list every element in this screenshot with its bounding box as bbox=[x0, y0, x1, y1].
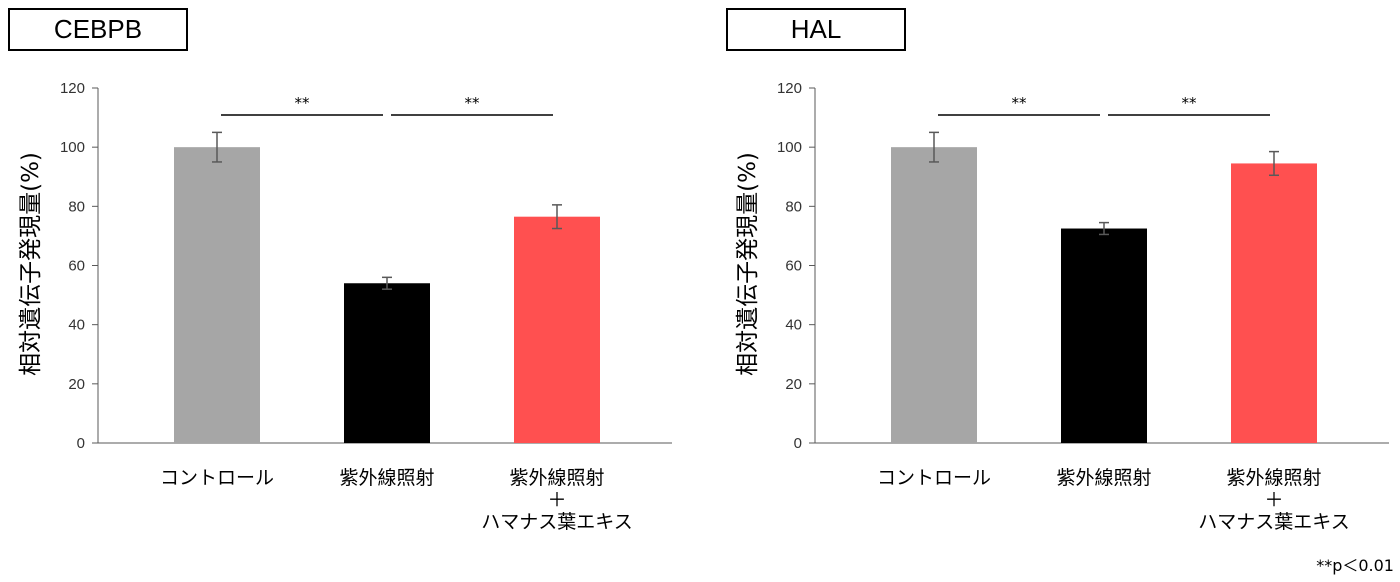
y-tick-label: 120 bbox=[60, 80, 85, 97]
y-tick-label: 120 bbox=[777, 80, 802, 97]
chart-title: HAL bbox=[726, 8, 906, 51]
significance-footnote: **p＜0.01 bbox=[1316, 556, 1394, 575]
y-tick-label: 60 bbox=[68, 258, 85, 275]
x-category-label: コントロール bbox=[877, 467, 991, 489]
bar bbox=[344, 283, 430, 443]
y-tick-label: 20 bbox=[68, 376, 85, 393]
x-category-label: ＋ bbox=[547, 489, 566, 511]
significance-label: ** bbox=[1182, 94, 1198, 112]
chart-panel-hal: HAL 相対遺伝子発現量(%) 0 20 40 60 80 100 120 コントロール 紫外線… bbox=[717, 0, 1400, 582]
bar bbox=[174, 147, 260, 443]
significance-label: ** bbox=[295, 94, 311, 112]
y-tick-label: 100 bbox=[777, 139, 802, 156]
y-tick-label: 100 bbox=[60, 139, 85, 156]
bar bbox=[514, 216, 600, 443]
y-tick-label: 40 bbox=[68, 317, 85, 334]
y-tick-label: 20 bbox=[785, 376, 802, 393]
significance-label: ** bbox=[465, 94, 481, 112]
y-tick-label: 40 bbox=[785, 317, 802, 334]
x-category-label: ＋ bbox=[1264, 489, 1283, 511]
bar bbox=[1231, 163, 1317, 443]
y-tick-label: 80 bbox=[68, 198, 85, 215]
chart-title: CEBPB bbox=[8, 8, 188, 51]
y-tick-label: 80 bbox=[785, 198, 802, 215]
y-tick-label: 0 bbox=[77, 435, 85, 452]
chart-panel-cebpb: CEBPB 相対遺伝子発現量(%) 0 20 40 60 80 100 120 コントロール紫… bbox=[8, 8, 672, 533]
bar bbox=[1061, 228, 1147, 443]
x-category-label: 紫外線照射 bbox=[339, 467, 434, 489]
bar bbox=[891, 147, 977, 443]
x-category-label: ハマナス葉エキス bbox=[481, 511, 632, 533]
significance-label: ** bbox=[1012, 94, 1028, 112]
y-tick-label: 0 bbox=[794, 435, 802, 452]
x-category-label: 紫外線照射 bbox=[1056, 467, 1151, 489]
x-category-label: 紫外線照射 bbox=[1226, 467, 1321, 489]
y-tick-label: 60 bbox=[785, 258, 802, 275]
x-category-label: 紫外線照射 bbox=[509, 467, 604, 489]
x-category-label: ハマナス葉エキス bbox=[1198, 511, 1349, 533]
x-category-label: コントロール bbox=[160, 467, 274, 489]
